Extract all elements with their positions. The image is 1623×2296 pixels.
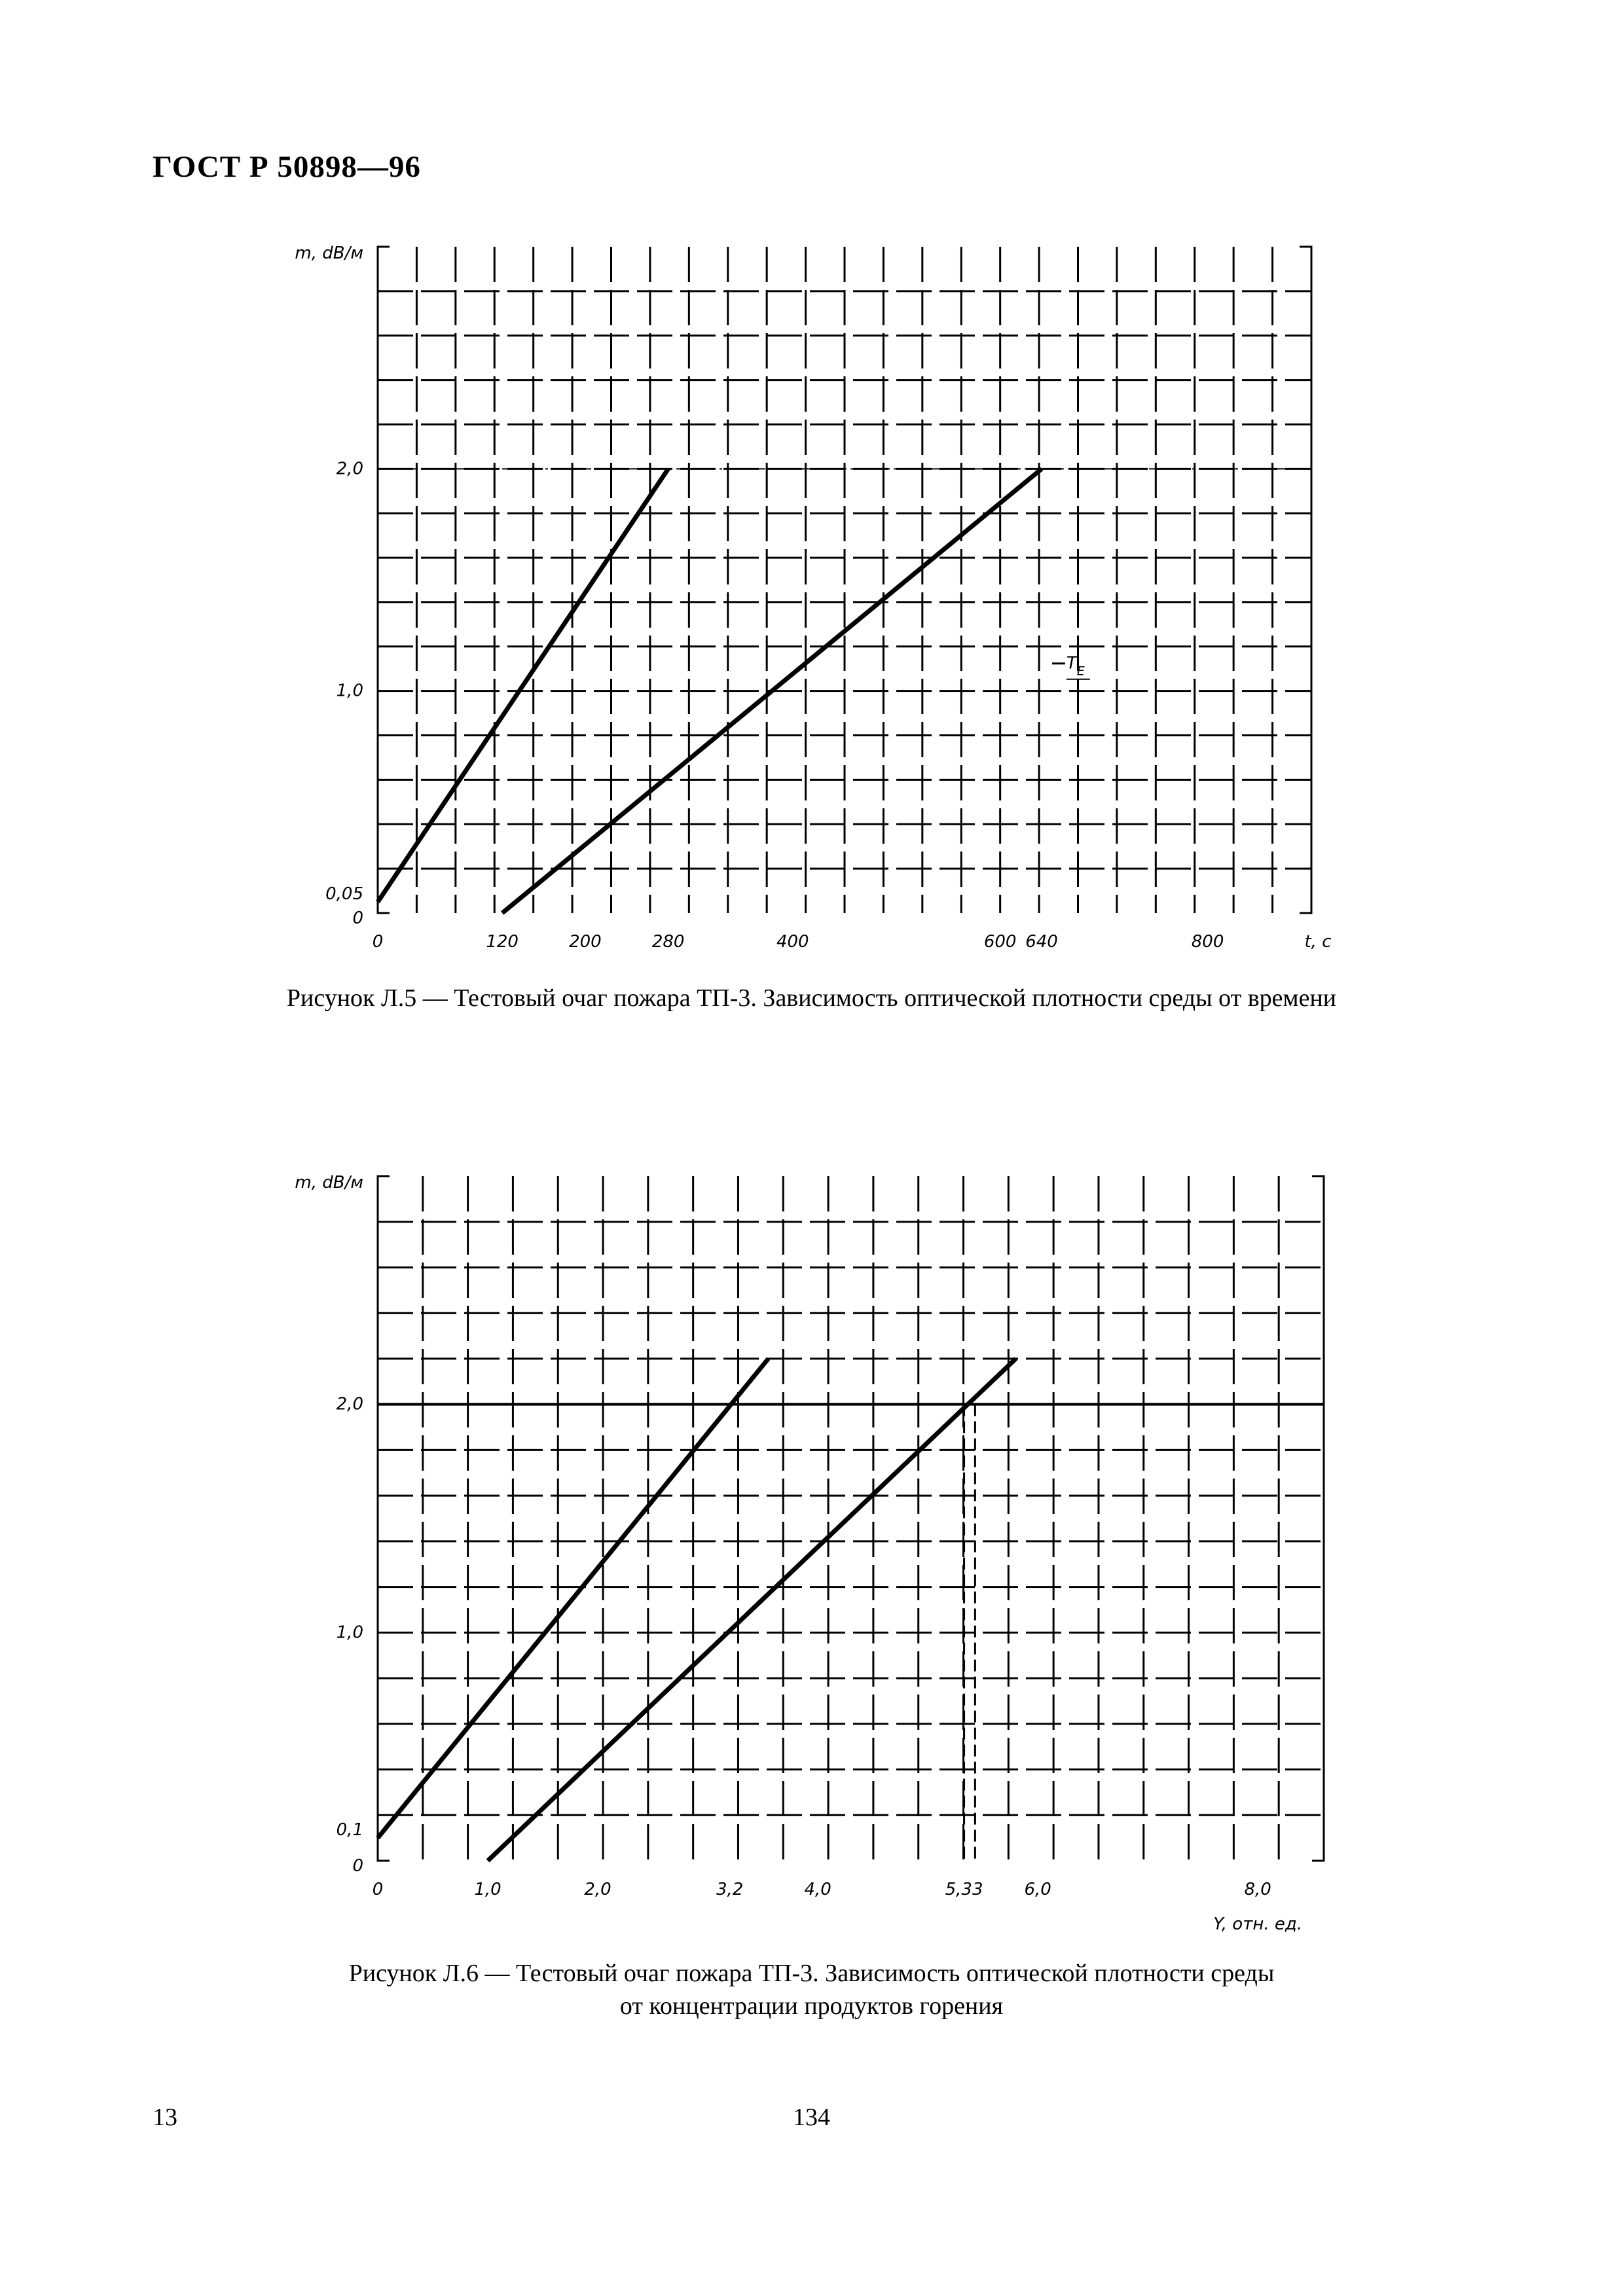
- figure-caption-l5: Рисунок Л.5 — Тестовый очаг пожара ТП-3.…: [286, 984, 1337, 1012]
- figure-caption-l6-line2: от концентрации продуктов горения: [619, 1992, 1004, 2020]
- c1-x-tick-label: 400: [776, 932, 809, 952]
- c1-x-tick-label: 0: [373, 932, 384, 952]
- c1-y-tick-label: 0: [352, 908, 363, 928]
- c2-y-tick-label: 2,0: [337, 1395, 363, 1414]
- c1-y-tick-label: 0,05: [325, 884, 363, 904]
- c1-x-tick-label: 640: [1025, 932, 1058, 952]
- figure-caption-l6-line1: Рисунок Л.6 — Тестовый очаг пожара ТП-3.…: [348, 1960, 1275, 1987]
- c1-x-axis-label: t, c: [1304, 932, 1331, 952]
- c2-frame-left: [376, 1175, 390, 1862]
- c2-y-tick-label: 0,1: [337, 1820, 363, 1840]
- c1-y-tick-label: 2,0: [337, 459, 363, 478]
- c2-series-line-1: [376, 1357, 771, 1840]
- c2-x-tick-label: 1,0: [474, 1880, 501, 1899]
- chart-optical-density-vs-concentration: 0 0,1 1,0 2,0 0 1,0 2,0 3,2 4,0 5,33 6,0 8,0 m, dB/м…: [295, 1173, 1325, 1934]
- c2-x-tick-label: 0: [373, 1880, 384, 1899]
- c1-frame-right: [1300, 245, 1313, 914]
- c2-y-axis-label: m, dB/м: [295, 1173, 363, 1193]
- c1-series-line-2: [500, 467, 1044, 915]
- c1-x-tick-label: 600: [984, 932, 1017, 952]
- c2-x-tick-label: 8,0: [1245, 1880, 1271, 1899]
- figure-caption-l6: Рисунок Л.6 — Тестовый очаг пожара ТП-3.…: [0, 1957, 1623, 2022]
- c1-x-tick-label: 120: [486, 932, 519, 952]
- c2-x-tick-label: 3,2: [716, 1880, 743, 1899]
- c1-x-tick-label: 200: [569, 932, 602, 952]
- chart-optical-density-vs-time: 0 0,05 1,0 2,0 0 120 200 280 400 600 640 800 m, dB/м…: [295, 243, 1331, 952]
- c1-y-axis-label: m, dB/м: [295, 243, 363, 263]
- c2-series-line-2: [486, 1357, 1017, 1863]
- document-header: ГОСТ Р 50898—96: [153, 150, 421, 184]
- page-number-center: 134: [793, 2104, 830, 2131]
- c1-x-tick-label: 800: [1192, 932, 1224, 952]
- c2-frame-right: [1312, 1175, 1325, 1862]
- c1-x-tick-label: 280: [652, 932, 685, 952]
- c2-x-axis-label: Y, отн. ед.: [1213, 1914, 1302, 1934]
- c2-x-tick-label: 4,0: [804, 1880, 831, 1899]
- c2-x-tick-label: 2,0: [584, 1880, 611, 1899]
- c1-series-line-1: [376, 467, 670, 903]
- c2-x-tick-label: 5,33: [945, 1880, 983, 1899]
- c1-y-tick-label: 1,0: [337, 681, 363, 701]
- page-number-left: 13: [153, 2104, 177, 2131]
- c1-frame-left: [376, 245, 390, 914]
- c2-x-tick-label: 6,0: [1024, 1880, 1051, 1899]
- c2-y-tick-label: 1,0: [337, 1623, 363, 1642]
- c2-y-tick-label: 0: [352, 1856, 363, 1876]
- c1-annotation-label: TE: [1067, 654, 1085, 679]
